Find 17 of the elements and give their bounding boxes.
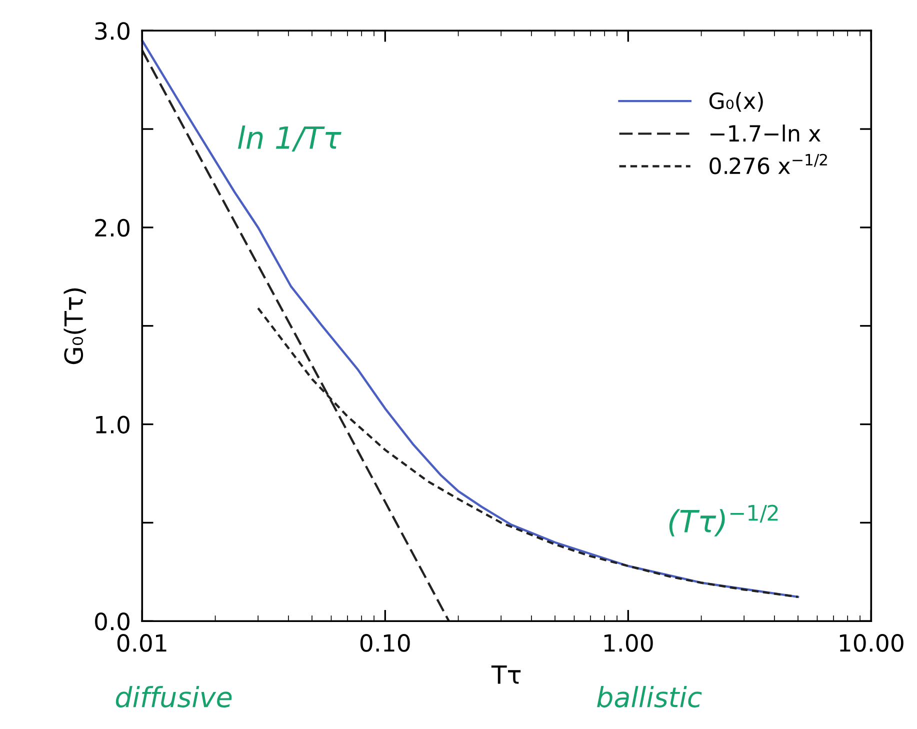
text: diffusive [116,686,232,708]
y-tick-label: 1.0 [96,416,130,434]
annotation: ln 1/Tτ [238,126,342,152]
x-tick-label: 0.10 [360,634,410,652]
legend-label: −1.7−ln x [710,124,820,142]
x-tick-label: 1.00 [604,634,653,652]
y-tick-label: 2.0 [95,218,130,237]
y-tick-label: 0.0 [95,612,130,630]
text: ballistic [597,686,702,708]
x-axis-title: Tτ [491,666,521,684]
y-axis-title: G₀(Tτ) [64,288,86,364]
y-tick-label: 3.0 [95,22,130,40]
legend-label: 0.276 x$^{−1/2}$ [710,154,827,174]
legend-label: G₀(x) [709,92,763,112]
x-tick-label: 0.01 [117,634,166,652]
x-tick-label: 10.00 [840,634,904,652]
annotation: (Tτ)$^{−1/2}$ [669,504,778,536]
